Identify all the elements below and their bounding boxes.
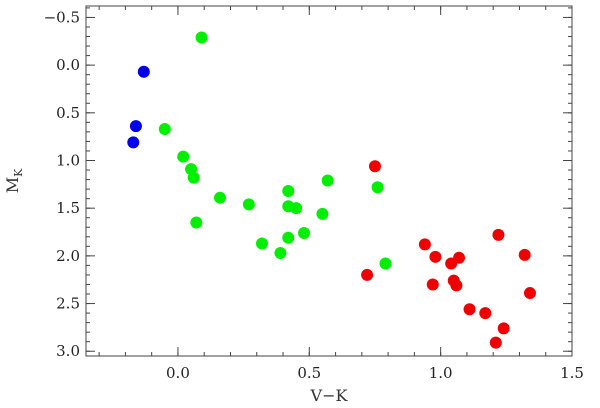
y-tick-label: 2.5	[56, 295, 80, 313]
x-tick-label: 0.5	[297, 364, 321, 382]
data-point	[195, 31, 208, 44]
data-point	[321, 174, 334, 187]
y-tick-label: 3.0	[56, 342, 80, 360]
plot-frame	[85, 5, 573, 357]
data-point	[368, 160, 381, 173]
data-point	[371, 181, 384, 194]
data-point	[316, 207, 329, 220]
data-point	[418, 238, 431, 251]
data-point	[242, 198, 255, 211]
x-tick-label: 1.5	[560, 364, 584, 382]
y-tick-label: 0.0	[56, 56, 80, 74]
data-point	[489, 336, 502, 349]
data-point	[463, 303, 476, 316]
y-tick-label: −0.5	[44, 8, 80, 26]
y-tick-label: 1.5	[56, 199, 80, 217]
data-point	[190, 216, 203, 229]
data-point	[429, 250, 442, 263]
x-axis-label: V−K	[310, 386, 349, 405]
y-axis-label: MK	[3, 168, 25, 193]
data-point	[361, 268, 374, 281]
x-tick-label: 1.0	[429, 364, 453, 382]
data-point	[379, 257, 392, 270]
data-points	[127, 31, 536, 349]
data-point	[298, 226, 311, 239]
data-point	[497, 322, 510, 335]
data-point	[282, 185, 295, 198]
y-tick-label: 2.0	[56, 247, 80, 265]
tick-labels: 0.0 0.5 1.0 1.5 −0.5 0.0 0.5 1.0 1.5 2.0 2.5 3.0	[44, 8, 584, 382]
svg-text:MK: MK	[3, 168, 25, 193]
data-point	[256, 237, 269, 250]
data-point	[426, 278, 439, 291]
data-point	[450, 279, 463, 292]
data-point	[290, 202, 303, 215]
y-axis-label-subscript: K	[12, 168, 25, 177]
data-point	[492, 228, 505, 241]
y-axis-label-main: M	[3, 177, 22, 193]
data-point	[158, 123, 171, 136]
data-point	[274, 247, 287, 260]
data-point	[213, 191, 226, 204]
data-point	[479, 307, 492, 320]
data-point	[127, 136, 140, 149]
data-point	[282, 231, 295, 244]
data-point	[518, 248, 531, 261]
data-point	[129, 120, 142, 133]
x-tick-label: 0.0	[166, 364, 190, 382]
data-point	[137, 65, 150, 78]
data-point	[523, 287, 536, 300]
data-point	[453, 251, 466, 264]
y-tick-label: 1.0	[56, 151, 80, 169]
data-point	[187, 171, 200, 184]
data-point	[177, 150, 190, 163]
y-tick-label: 0.5	[56, 104, 80, 122]
